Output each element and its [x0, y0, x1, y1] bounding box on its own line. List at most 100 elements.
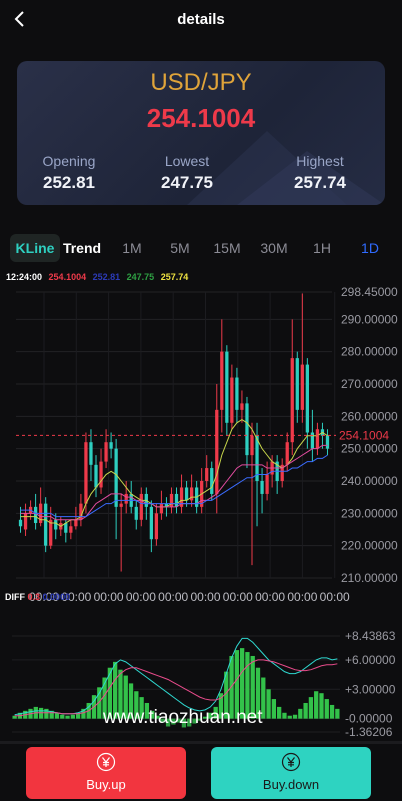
candle-body: [184, 487, 189, 501]
diff-bar: [65, 715, 70, 719]
candle-body: [89, 442, 93, 465]
x-tick-label: 00:00: [61, 590, 91, 604]
lowest-value: 247.75: [161, 173, 213, 192]
candle-body: [174, 493, 179, 507]
candle-body: [210, 468, 214, 494]
candle-body: [134, 506, 138, 520]
candle-body: [74, 519, 78, 527]
diff-bar: [102, 677, 107, 719]
candle-body: [64, 523, 68, 533]
tab-5m[interactable]: 5M: [170, 240, 190, 256]
y-tick-label: 298.45000: [341, 285, 398, 299]
kline-chart[interactable]: 298.45000 290.00000 280.00000 270.00000 260.…: [0, 284, 402, 604]
diff-value-1: 0.3: [27, 592, 41, 602]
y-tick-label: 250.00000: [341, 442, 398, 456]
candle-body: [154, 513, 159, 540]
tab-30m[interactable]: 30M: [260, 240, 288, 256]
candle-body: [245, 403, 249, 456]
candle-body: [69, 526, 73, 533]
chevron-left-icon[interactable]: [10, 9, 30, 29]
card-decoration: [187, 131, 385, 205]
diff-bar: [234, 650, 239, 719]
candle-body: [215, 409, 219, 494]
candle-body: [33, 506, 38, 524]
diff-label: DIFF: [5, 592, 25, 602]
x-tick-label: 00:00: [126, 590, 156, 604]
diff-bar: [128, 683, 134, 719]
yen-down-icon: [281, 752, 301, 772]
diff-bar: [208, 712, 213, 719]
y-tick-label: 280.00000: [341, 345, 398, 359]
diff-bar: [75, 712, 81, 719]
y-tick-label: 240.00000: [341, 474, 398, 488]
x-tick-label: 00:00: [255, 590, 285, 604]
x-tick-label: 00:00: [190, 590, 220, 604]
diff-bar: [192, 718, 197, 724]
y-tick-label: 290.00000: [341, 312, 398, 326]
diff-bar: [319, 693, 324, 719]
diff-bar: [277, 706, 282, 719]
diff-bar: [155, 715, 160, 719]
lowest-stat: Lowest 247.75: [132, 153, 242, 193]
candle-body: [99, 461, 103, 488]
diff-bar: [60, 714, 65, 719]
diff-bar: [97, 687, 102, 719]
y-tick-label: 220.00000: [341, 539, 398, 553]
diff-bar: [261, 677, 266, 719]
diff-chart[interactable]: +8.43863 +6.00000 +3.00000 -0.00000-1.36206: [0, 626, 402, 736]
y-tick-label: +8.43863: [345, 629, 396, 643]
highest-label: Highest: [296, 153, 344, 169]
diff-bar: [303, 702, 308, 719]
candle-body: [139, 493, 143, 520]
y-tick-label: 260.00000: [341, 409, 398, 423]
tab-1m[interactable]: 1M: [122, 240, 142, 256]
diff-bar: [44, 708, 49, 719]
diff-value-2: 0.0000: [42, 592, 71, 602]
diff-bar: [165, 718, 171, 727]
diff-bar: [271, 699, 277, 719]
tab-kline[interactable]: KLine: [10, 234, 60, 262]
tab-1h[interactable]: 1H: [313, 240, 331, 256]
legend-time: 12:24:00: [6, 272, 43, 282]
candle-body: [149, 506, 153, 540]
candle-body: [54, 519, 58, 530]
tab-1d[interactable]: 1D: [361, 240, 379, 256]
moving-average-line: [20, 454, 328, 518]
x-tick-label: 00:00: [158, 590, 188, 604]
candle-body: [265, 474, 269, 494]
buy-down-label: Buy.down: [262, 777, 320, 792]
diff-bar: [144, 702, 150, 719]
x-tick-label: 00:00: [223, 590, 253, 604]
lowest-label: Lowest: [164, 153, 210, 169]
candle-body: [280, 464, 284, 481]
diff-bar: [49, 710, 54, 719]
current-price-label: 254.1004: [339, 428, 389, 442]
buy-down-button[interactable]: Buy.down: [211, 747, 371, 799]
tab-trend[interactable]: Trend: [62, 240, 102, 256]
diff-bar: [335, 708, 340, 719]
buy-up-button[interactable]: Buy.up: [26, 747, 186, 799]
candle-body: [290, 358, 294, 443]
candle-body: [315, 429, 320, 449]
diff-bar: [202, 716, 208, 719]
page-title: details: [177, 11, 225, 28]
timeframe-tabs: KLine Trend 1M 5M 15M 30M 1H 1D: [0, 234, 402, 262]
diff-bar: [324, 699, 329, 719]
kline-legend: 12:24:00 254.1004 252.81 247.75 257.74: [6, 272, 192, 282]
divider: [0, 741, 402, 744]
y-tick-label: -0.00000: [345, 712, 393, 726]
candle-body: [205, 468, 209, 481]
diff-bar: [229, 655, 234, 719]
legend-value-4: 257.74: [160, 272, 189, 282]
candle-body: [250, 435, 254, 456]
tab-15m[interactable]: 15M: [213, 240, 241, 256]
diff-bar: [245, 652, 250, 719]
candle-body: [164, 503, 169, 507]
candle-body: [124, 493, 128, 504]
diff-signal-line: [14, 637, 338, 716]
candle-body: [114, 448, 118, 507]
candle-body: [49, 519, 53, 546]
candle-body: [159, 503, 164, 514]
candle-body: [18, 519, 23, 527]
candle-body: [79, 503, 83, 520]
